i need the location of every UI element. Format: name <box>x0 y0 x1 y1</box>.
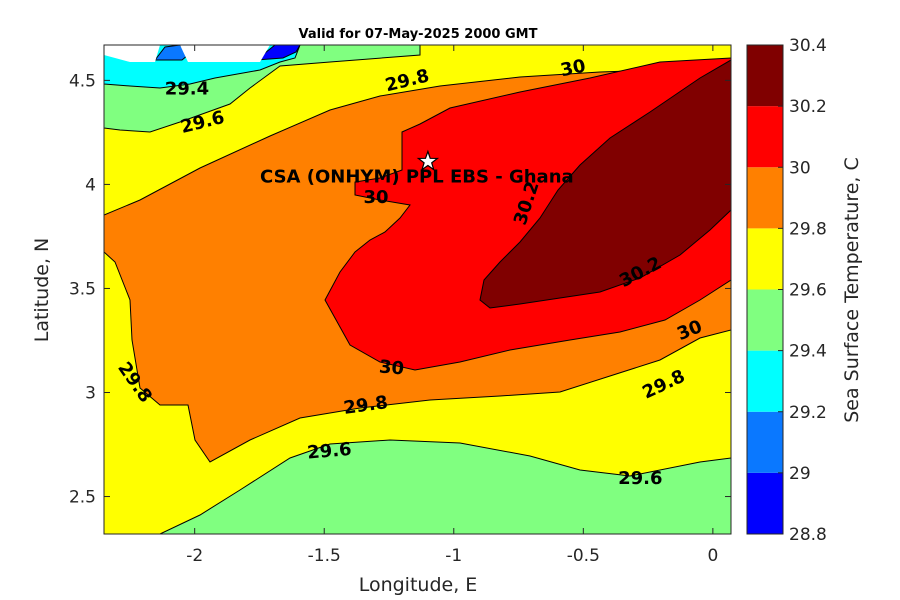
contour-label: 29.4 <box>165 79 209 100</box>
colorbar-swatch <box>747 289 783 351</box>
band-30.2-30.4 <box>479 59 731 309</box>
contour-label: 30 <box>364 187 389 208</box>
band-28.8-29.0 <box>254 45 301 61</box>
colorbar-swatch <box>747 45 783 107</box>
contour-fills <box>104 45 731 534</box>
colorbar-swatch <box>747 106 783 168</box>
colorbar-label: Sea Surface Temperature, C <box>841 157 863 423</box>
contour-label: 29.6 <box>306 439 352 464</box>
colorbar-tick-label: 29 <box>789 464 811 484</box>
colorbar-tick-label: 28.8 <box>789 525 827 545</box>
colorbar-swatch <box>747 228 783 290</box>
colorbar: 28.8 29 29.2 29.4 29.6 29.8 30 30.2 30.4 <box>746 36 827 545</box>
y-tick-label: 3.5 <box>69 279 96 299</box>
colorbar-tick-label: 30 <box>789 158 811 178</box>
no-data-land-1 <box>104 45 160 62</box>
y-axis-label: Latitude, N <box>31 238 53 343</box>
band-29.6-29.8-bottom <box>104 439 731 534</box>
site-label: CSA (ONHYM) PPL EBS - Ghana <box>260 167 574 188</box>
x-tick-label: -0.5 <box>567 546 600 566</box>
x-tick-label: -1.5 <box>308 546 341 566</box>
contour-label: 30 <box>378 356 405 379</box>
colorbar-swatch <box>747 350 783 412</box>
x-tick-label: -1 <box>445 546 462 566</box>
y-tick-label: 4.5 <box>69 71 96 91</box>
colorbar-tick-label: 30.2 <box>789 97 827 117</box>
y-tick-label: 3 <box>85 384 96 404</box>
y-tick-label: 2.5 <box>69 488 96 508</box>
y-tick-label: 4 <box>85 175 96 195</box>
colorbar-swatch <box>747 411 783 473</box>
x-tick-label: 0 <box>707 546 718 566</box>
colorbar-swatch <box>747 472 783 534</box>
colorbar-tick-label: 29.8 <box>789 219 827 239</box>
colorbar-tick-label: 29.2 <box>789 403 827 423</box>
contour-label: 30 <box>559 56 588 82</box>
x-tick-label: -2 <box>186 546 203 566</box>
contour-label: 29.6 <box>618 468 662 489</box>
no-data-land-2 <box>180 45 270 62</box>
x-axis-ticks: -2 -1.5 -1 -0.5 0 <box>186 45 718 566</box>
plot-area-frame <box>103 44 732 535</box>
x-axis-label: Longitude, E <box>359 574 478 596</box>
star-icon <box>416 149 440 172</box>
colorbar-tick-label: 29.6 <box>789 281 827 301</box>
colorbar-tick-label: 30.4 <box>789 36 827 56</box>
chart-title: Valid for 07-May-2025 2000 GMT <box>299 27 538 42</box>
y-axis-ticks: 2.5 3 3.5 4 4.5 <box>69 71 731 508</box>
site-marker: CSA (ONHYM) PPL EBS - Ghana <box>260 149 574 188</box>
colorbar-tick-label: 29.4 <box>789 342 827 362</box>
colorbar-swatch <box>747 167 783 229</box>
